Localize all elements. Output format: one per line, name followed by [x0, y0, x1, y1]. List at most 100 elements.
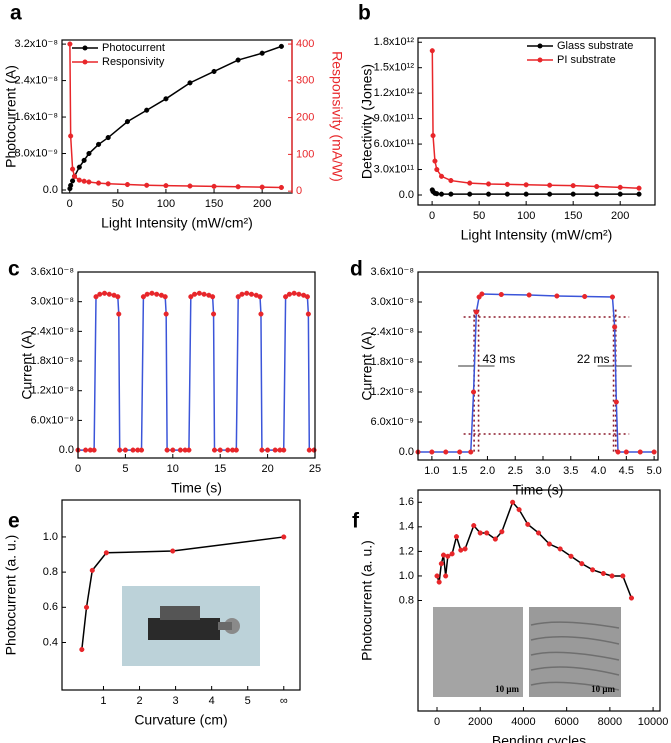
data-point — [579, 561, 585, 567]
data-point — [217, 447, 223, 453]
data-point — [67, 41, 73, 47]
data-point — [265, 447, 271, 453]
data-point — [106, 291, 112, 297]
y-tick-label: 3.0x10⁻⁸ — [371, 296, 414, 308]
data-point — [144, 291, 150, 297]
y-tick-label: 1.2x10⁻⁸ — [371, 386, 414, 398]
data-point — [291, 290, 297, 296]
y-axis-title: Detectivity (Jones) — [359, 64, 375, 179]
panel-letter: c — [8, 258, 20, 281]
data-point — [149, 290, 155, 296]
data-point — [438, 561, 444, 567]
data-point — [453, 534, 460, 540]
x-tick-label: 2.0 — [480, 465, 495, 477]
data-point — [499, 529, 505, 535]
data-point — [536, 530, 542, 536]
data-point — [526, 292, 532, 298]
x-tick-label: 200 — [253, 198, 271, 210]
data-point — [257, 294, 263, 300]
data-point — [188, 294, 194, 300]
data-point — [286, 291, 292, 297]
x-tick-label: 4.5 — [619, 465, 634, 477]
data-point — [235, 294, 241, 300]
data-point — [504, 191, 510, 197]
data-point — [96, 141, 102, 147]
data-point — [211, 183, 217, 189]
data-point — [429, 48, 435, 54]
y-tick-label: 9.0x10¹¹ — [374, 113, 415, 125]
data-point — [492, 536, 498, 542]
data-point — [468, 449, 474, 455]
data-point — [449, 551, 455, 557]
data-point — [89, 567, 95, 573]
data-point — [81, 157, 87, 163]
y2-tick-label: 300 — [296, 75, 314, 87]
data-point — [130, 447, 136, 453]
data-point — [485, 191, 492, 197]
y-tick-label: 0.4 — [43, 636, 58, 648]
data-point — [471, 389, 477, 395]
y-tick-label: 2.4x10⁻⁸ — [31, 325, 74, 337]
x-tick-label: 5 — [245, 695, 251, 707]
legend-marker — [537, 43, 543, 49]
data-point — [239, 291, 245, 297]
device-top — [160, 606, 200, 620]
data-point — [196, 290, 202, 296]
data-point — [79, 646, 85, 653]
data-point — [547, 182, 553, 188]
y-axis-title: Current (A) — [359, 331, 375, 400]
y-tick-label: 6.0x10⁻⁹ — [30, 414, 74, 426]
x-tick-label: 3 — [173, 695, 179, 707]
data-point — [86, 150, 92, 157]
data-point — [438, 191, 445, 197]
data-point — [225, 447, 231, 453]
legend-marker — [82, 59, 88, 65]
y-tick-label: 2.4x10⁻⁸ — [15, 74, 58, 86]
data-point — [485, 181, 492, 187]
data-point — [258, 311, 264, 317]
x-tick-label: 4 — [209, 695, 215, 707]
data-point — [163, 183, 169, 189]
data-point — [278, 43, 284, 49]
x-tick-label: 150 — [205, 198, 223, 210]
data-point — [523, 182, 529, 188]
data-point — [211, 68, 217, 75]
y-tick-label: 1.0 — [43, 531, 58, 543]
x-tick-label: 0 — [434, 716, 440, 728]
data-point — [436, 579, 442, 585]
panel-letter: e — [8, 510, 20, 533]
data-point — [93, 294, 99, 300]
data-point — [272, 447, 278, 453]
series-line — [436, 500, 633, 599]
x-tick-label: 20 — [261, 463, 273, 475]
data-point — [244, 290, 250, 296]
data-point — [115, 294, 121, 300]
x-tick-label: 3.0 — [535, 465, 550, 477]
y-tick-label: 1.8x10⁻⁸ — [371, 356, 414, 368]
data-point — [81, 178, 87, 184]
legend-label: Photocurrent — [102, 42, 165, 54]
data-point — [628, 595, 635, 601]
x-tick-label: 5.0 — [646, 465, 661, 477]
data-point — [554, 293, 560, 299]
panel-letter: a — [10, 2, 22, 25]
data-point — [306, 447, 312, 453]
data-point — [311, 447, 317, 453]
y2-tick-label: 100 — [296, 148, 314, 160]
x-tick-label: 0 — [75, 463, 81, 475]
y-tick-label: 6.0x10⁻⁹ — [370, 416, 414, 428]
data-point — [600, 570, 606, 577]
legend-marker — [82, 45, 88, 51]
data-point — [116, 311, 122, 317]
data-point — [471, 523, 477, 529]
data-point — [448, 178, 454, 184]
data-point — [523, 191, 529, 197]
x-tick-label: 10000 — [638, 716, 669, 728]
annotation: 43 ms — [483, 352, 516, 366]
panel-letter: f — [352, 510, 360, 533]
data-point — [609, 294, 615, 300]
x-axis-title: Bending cycles — [492, 733, 586, 743]
x-axis-title: Light Intensity (mW/cm²) — [461, 227, 613, 243]
data-point — [525, 521, 531, 527]
x-tick-label: 0 — [67, 198, 73, 210]
